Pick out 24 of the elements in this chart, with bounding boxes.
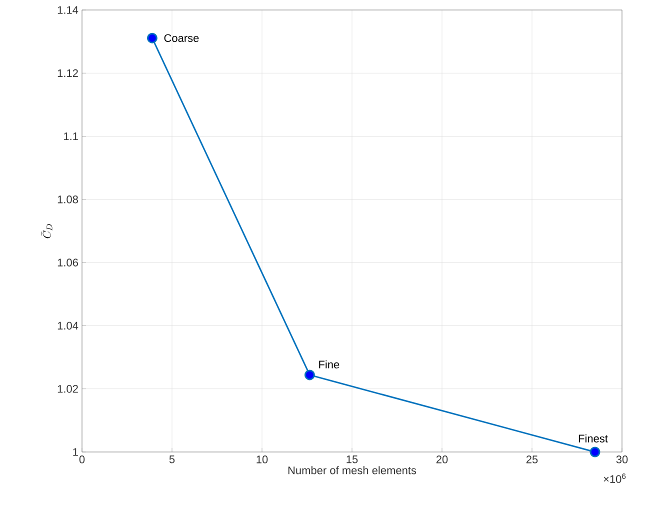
y-tick-label: 1 [73, 448, 78, 456]
y-tick-label: 1.12 [58, 69, 78, 77]
x-tick-label: 30 [616, 456, 628, 464]
text: ×10$^{6}$ [604, 474, 626, 483]
x-tick-label: 0 [79, 456, 85, 464]
y-tick-label: 1.02 [58, 384, 78, 393]
point [590, 446, 600, 458]
annotation: Fine [319, 360, 340, 368]
y-tick-label: 1.08 [58, 196, 78, 204]
annotation: Finest [578, 434, 608, 442]
point [304, 370, 315, 380]
x-tick-label: 10 [256, 456, 268, 464]
x-axis-title: Number of mesh elements [288, 466, 416, 474]
y-tick-label: 1.06 [58, 258, 78, 266]
y-axis-title: $\bar{C}_D$ [41, 224, 52, 238]
y-tick-label: 1.04 [58, 322, 78, 330]
point [146, 32, 158, 44]
y-tick-label: 1.14 [58, 6, 78, 14]
x-tick-label: 5 [169, 456, 175, 464]
annotation: Coarse [164, 34, 199, 42]
x-tick-label: 20 [436, 456, 448, 464]
x-tick-label: 25 [526, 456, 538, 464]
y-tick-label: 1.1 [64, 132, 78, 140]
x-tick-label: 15 [346, 456, 358, 464]
